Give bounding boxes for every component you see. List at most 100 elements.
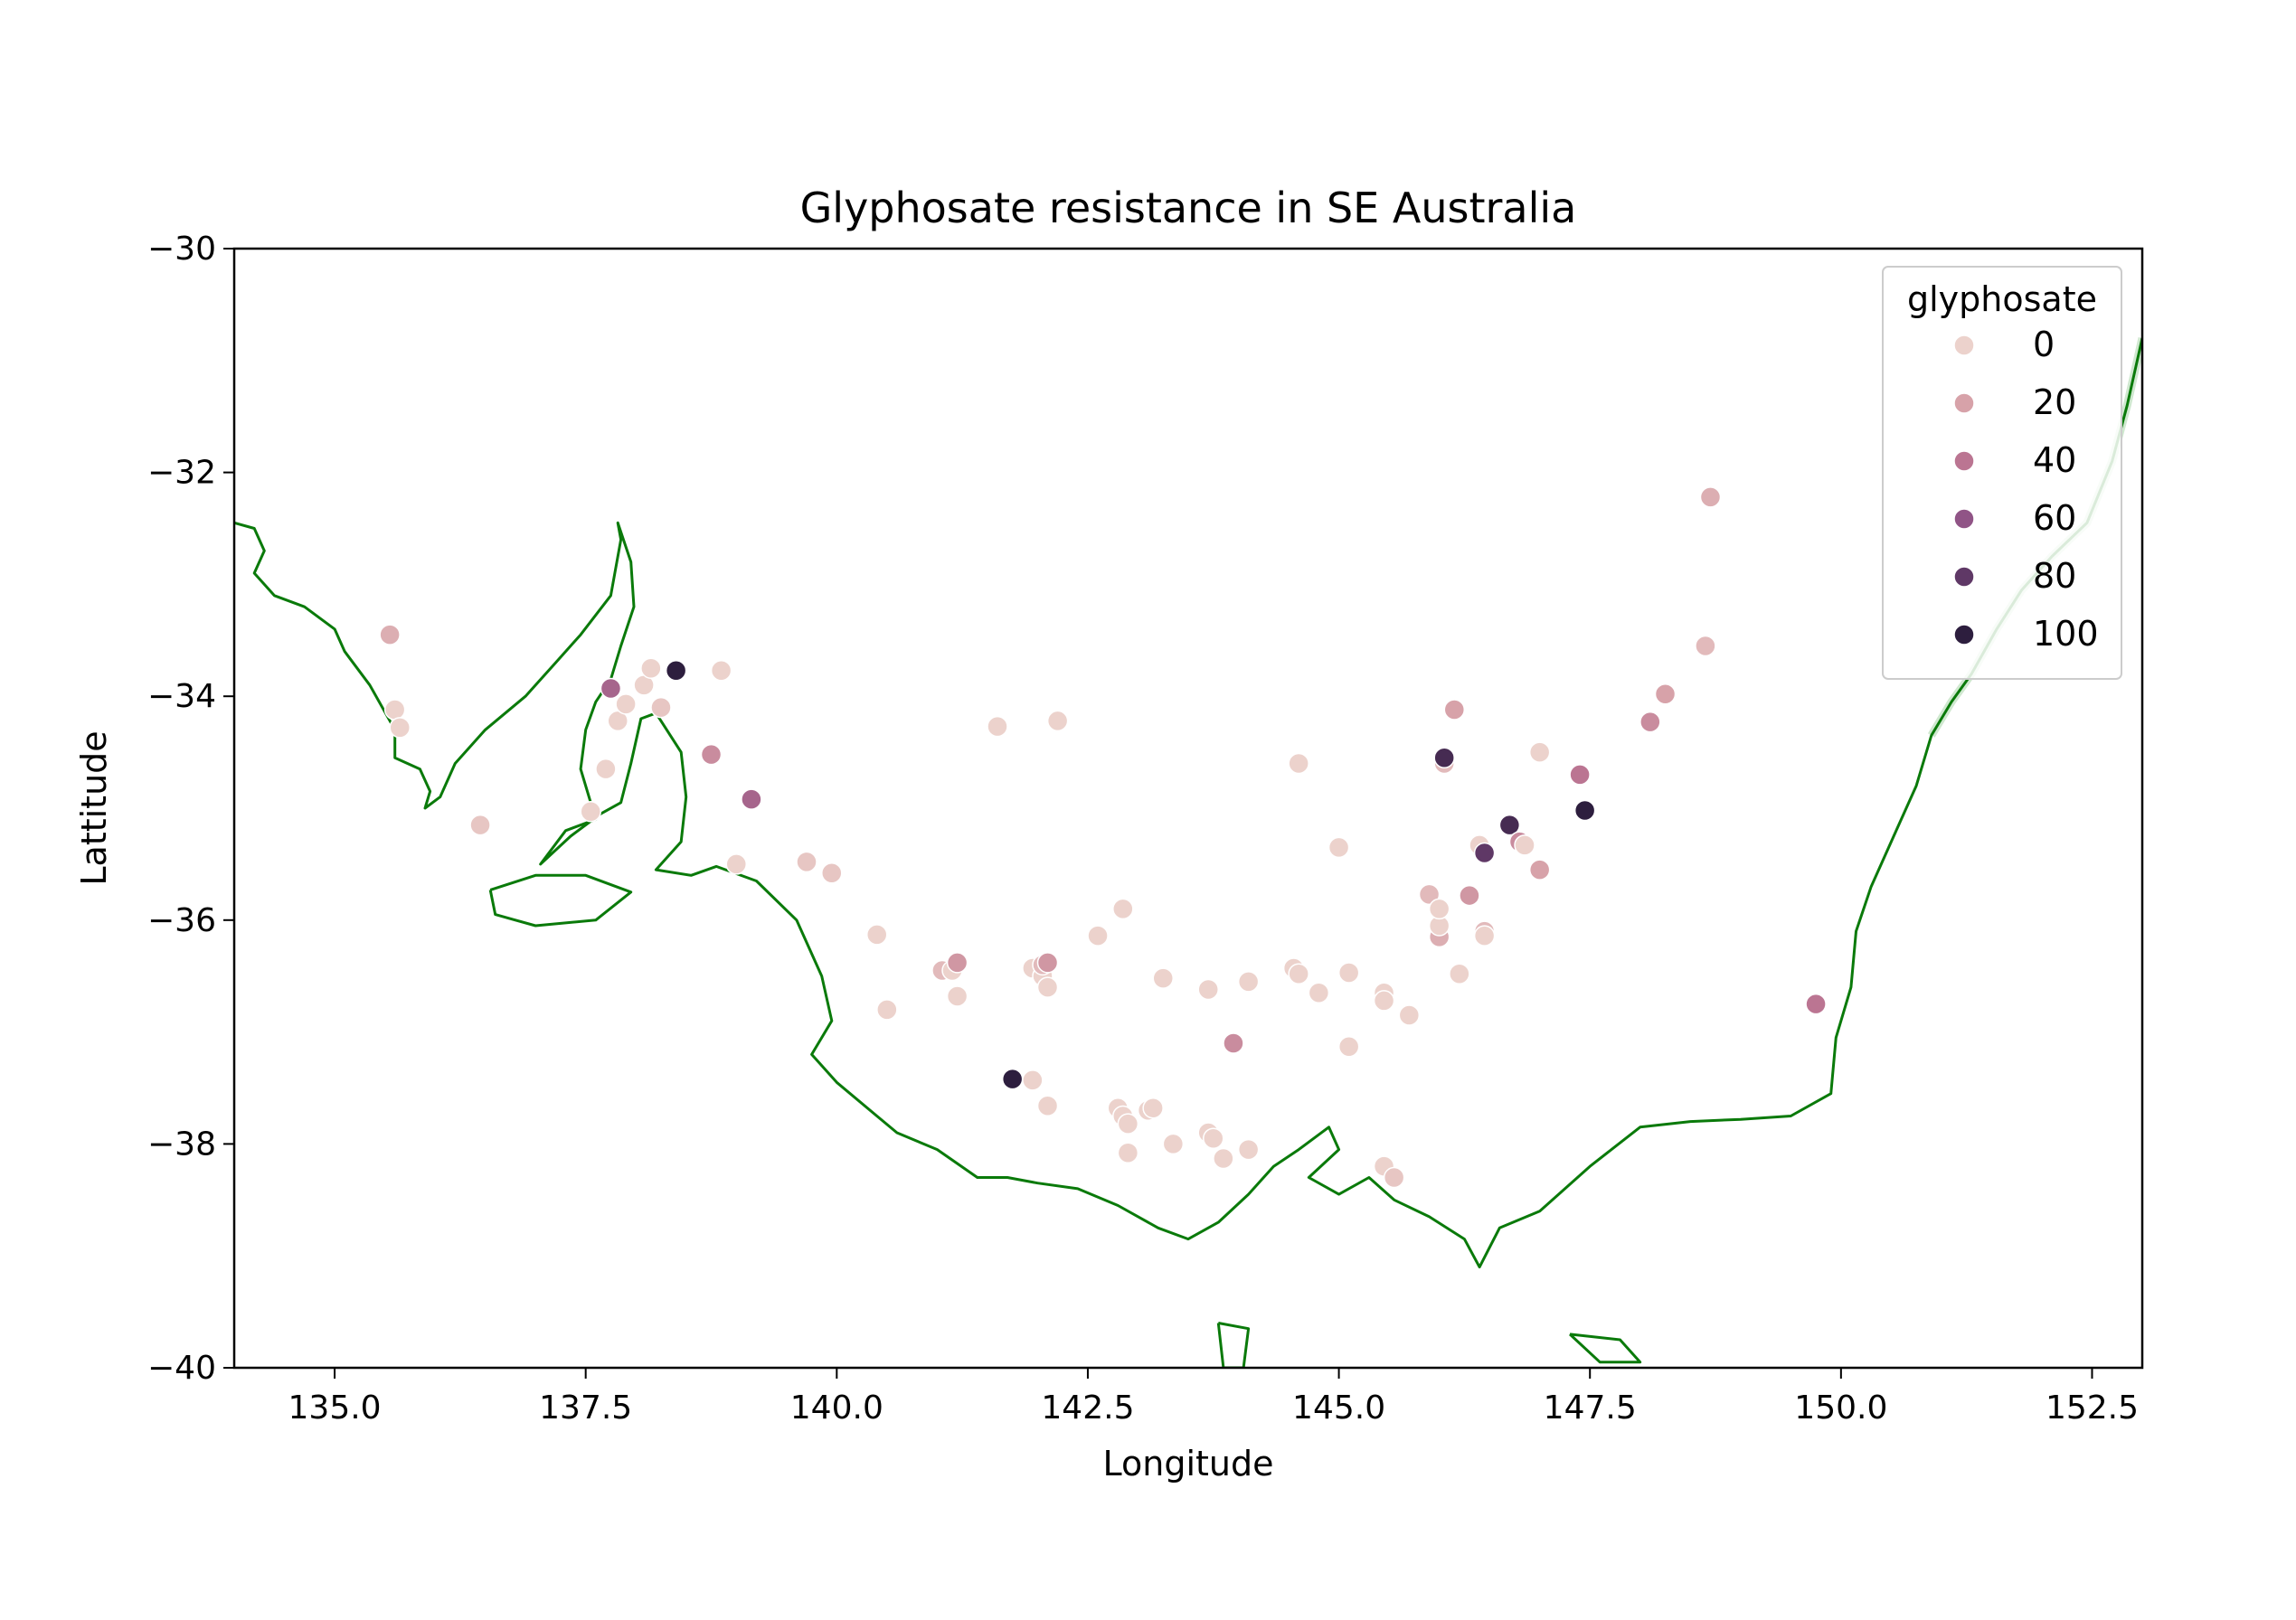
data-point [1398,1004,1421,1026]
data-point [1654,683,1677,705]
data-point [710,659,732,682]
data-point [1569,764,1591,786]
data-point [389,717,411,739]
data-point [1695,635,1716,657]
data-point [1337,962,1360,984]
data-point [1036,1095,1059,1117]
data-point [580,800,601,823]
y-tick-label: −40 [147,1350,216,1387]
data-point [1373,990,1395,1012]
data-point [1112,898,1134,920]
x-tick-label: 140.0 [790,1389,883,1427]
data-point [1805,993,1827,1015]
legend-frame [1882,266,2122,680]
y-tick-label: −34 [147,678,216,715]
data-point [1308,982,1330,1004]
data-point [1213,1147,1234,1170]
data-point [1288,752,1309,775]
data-point [1036,952,1059,974]
data-point [1237,971,1260,993]
y-axis: −30 −32 −34 −36 −38 −40 [147,231,234,1387]
data-point [865,924,888,946]
data-point [1046,710,1069,732]
y-tick-label: −38 [147,1126,216,1163]
data-point [1237,1138,1260,1161]
data-point [595,758,617,780]
data-point [741,788,762,810]
data-point [1433,747,1455,769]
data-point [1639,711,1661,733]
y-tick-label: −36 [147,902,216,939]
data-point [1328,836,1350,859]
x-axis-label: Longitude [1103,1444,1274,1483]
chart-title: Glyphosate resistance in SE Australia [800,184,1577,232]
data-point [650,696,672,719]
x-tick-label: 150.0 [1794,1389,1887,1427]
data-point [1498,814,1521,836]
data-point [469,814,491,836]
legend-label: 20 [2033,382,2076,422]
data-point [1001,1068,1024,1090]
x-tick-label: 145.0 [1292,1389,1385,1427]
data-point [615,693,637,715]
y-tick-label: −30 [147,231,216,268]
data-point [876,999,898,1021]
data-point [1449,963,1470,984]
data-point [1459,884,1480,907]
data-point [1428,898,1450,920]
legend-label: 100 [2033,614,2099,654]
coastline-island [488,873,633,928]
legend-marker [1953,450,1975,472]
data-point [987,715,1008,738]
data-point [1142,1097,1164,1119]
data-point [1022,1069,1044,1091]
legend-marker [1953,334,1975,356]
data-point [1699,486,1722,508]
legend-label: 60 [2033,498,2076,538]
data-point [725,853,748,875]
x-axis: 135.0 137.5 140.0 142.5 145.0 147.5 150.0 152.5 [288,1368,2139,1427]
x-tick-label: 137.5 [539,1389,632,1427]
data-point [1473,925,1496,947]
x-tick-label: 147.5 [1544,1389,1637,1427]
coastline-island [1568,1333,1642,1364]
legend-label: 80 [2033,556,2076,596]
plot-frame [232,247,2144,1370]
data-point [1418,883,1441,906]
data-point [946,985,968,1007]
data-point [1573,799,1596,822]
legend-label: 0 [2033,325,2055,364]
data-point [1117,1142,1139,1164]
data-point [946,952,968,974]
plot-area [232,247,2144,1370]
x-tick-label: 135.0 [288,1389,382,1427]
data-point [665,659,687,682]
data-point [1383,1166,1405,1189]
coastline-mainland [234,337,2142,1269]
x-tick-label: 152.5 [2046,1389,2139,1427]
legend-marker [1953,566,1975,588]
data-point [796,851,817,873]
scatter-points [379,486,1827,1189]
data-point [1288,963,1309,984]
coastline-island [1216,1322,1251,1368]
data-point [383,699,406,721]
data-point [1162,1133,1185,1155]
data-point [1152,967,1174,989]
data-point [1223,1032,1244,1054]
data-point [1443,699,1466,721]
data-point [1087,925,1109,947]
y-axis-label: Lattitude [74,730,114,885]
data-point [379,624,401,645]
data-point [821,862,843,884]
data-point [1036,976,1059,998]
data-point [700,743,723,766]
legend-title: glyphosate [1907,279,2097,319]
legend-label: 40 [2033,440,2076,480]
data-point [1473,842,1496,864]
data-point [1197,978,1219,1001]
data-point [1203,1127,1224,1149]
legend: glyphosate 0 20 40 60 80 100 [1882,266,2122,680]
data-point [1528,859,1551,881]
